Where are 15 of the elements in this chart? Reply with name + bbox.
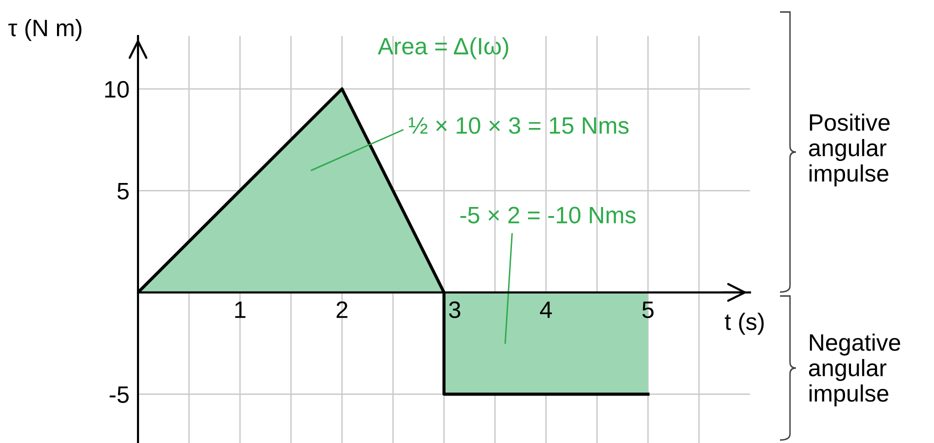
x-tick-label: 2 xyxy=(336,301,348,318)
text: Negative angular impulse xyxy=(809,334,900,406)
x-axis-title: t (s) xyxy=(724,312,764,335)
text: Positive angular impulse xyxy=(809,114,890,186)
annotation: ½ × 10 × 3 = 15 Nms xyxy=(408,117,629,134)
x-tick-label: 4 xyxy=(540,302,552,318)
x-tick-label: 5 xyxy=(642,302,654,318)
annotation: Area = Δ(Iω) xyxy=(378,37,508,60)
x-tick-label: 1 xyxy=(235,302,246,318)
y-axis-title: τ (N m) xyxy=(8,18,82,41)
y-tick-label: 10 xyxy=(105,80,129,98)
y-tick-label: 5 xyxy=(117,182,129,200)
y-tick-label: -5 xyxy=(110,386,129,403)
x-tick-label: 3 xyxy=(449,301,460,318)
annotation: -5 × 2 = -10 Nms xyxy=(460,206,636,224)
